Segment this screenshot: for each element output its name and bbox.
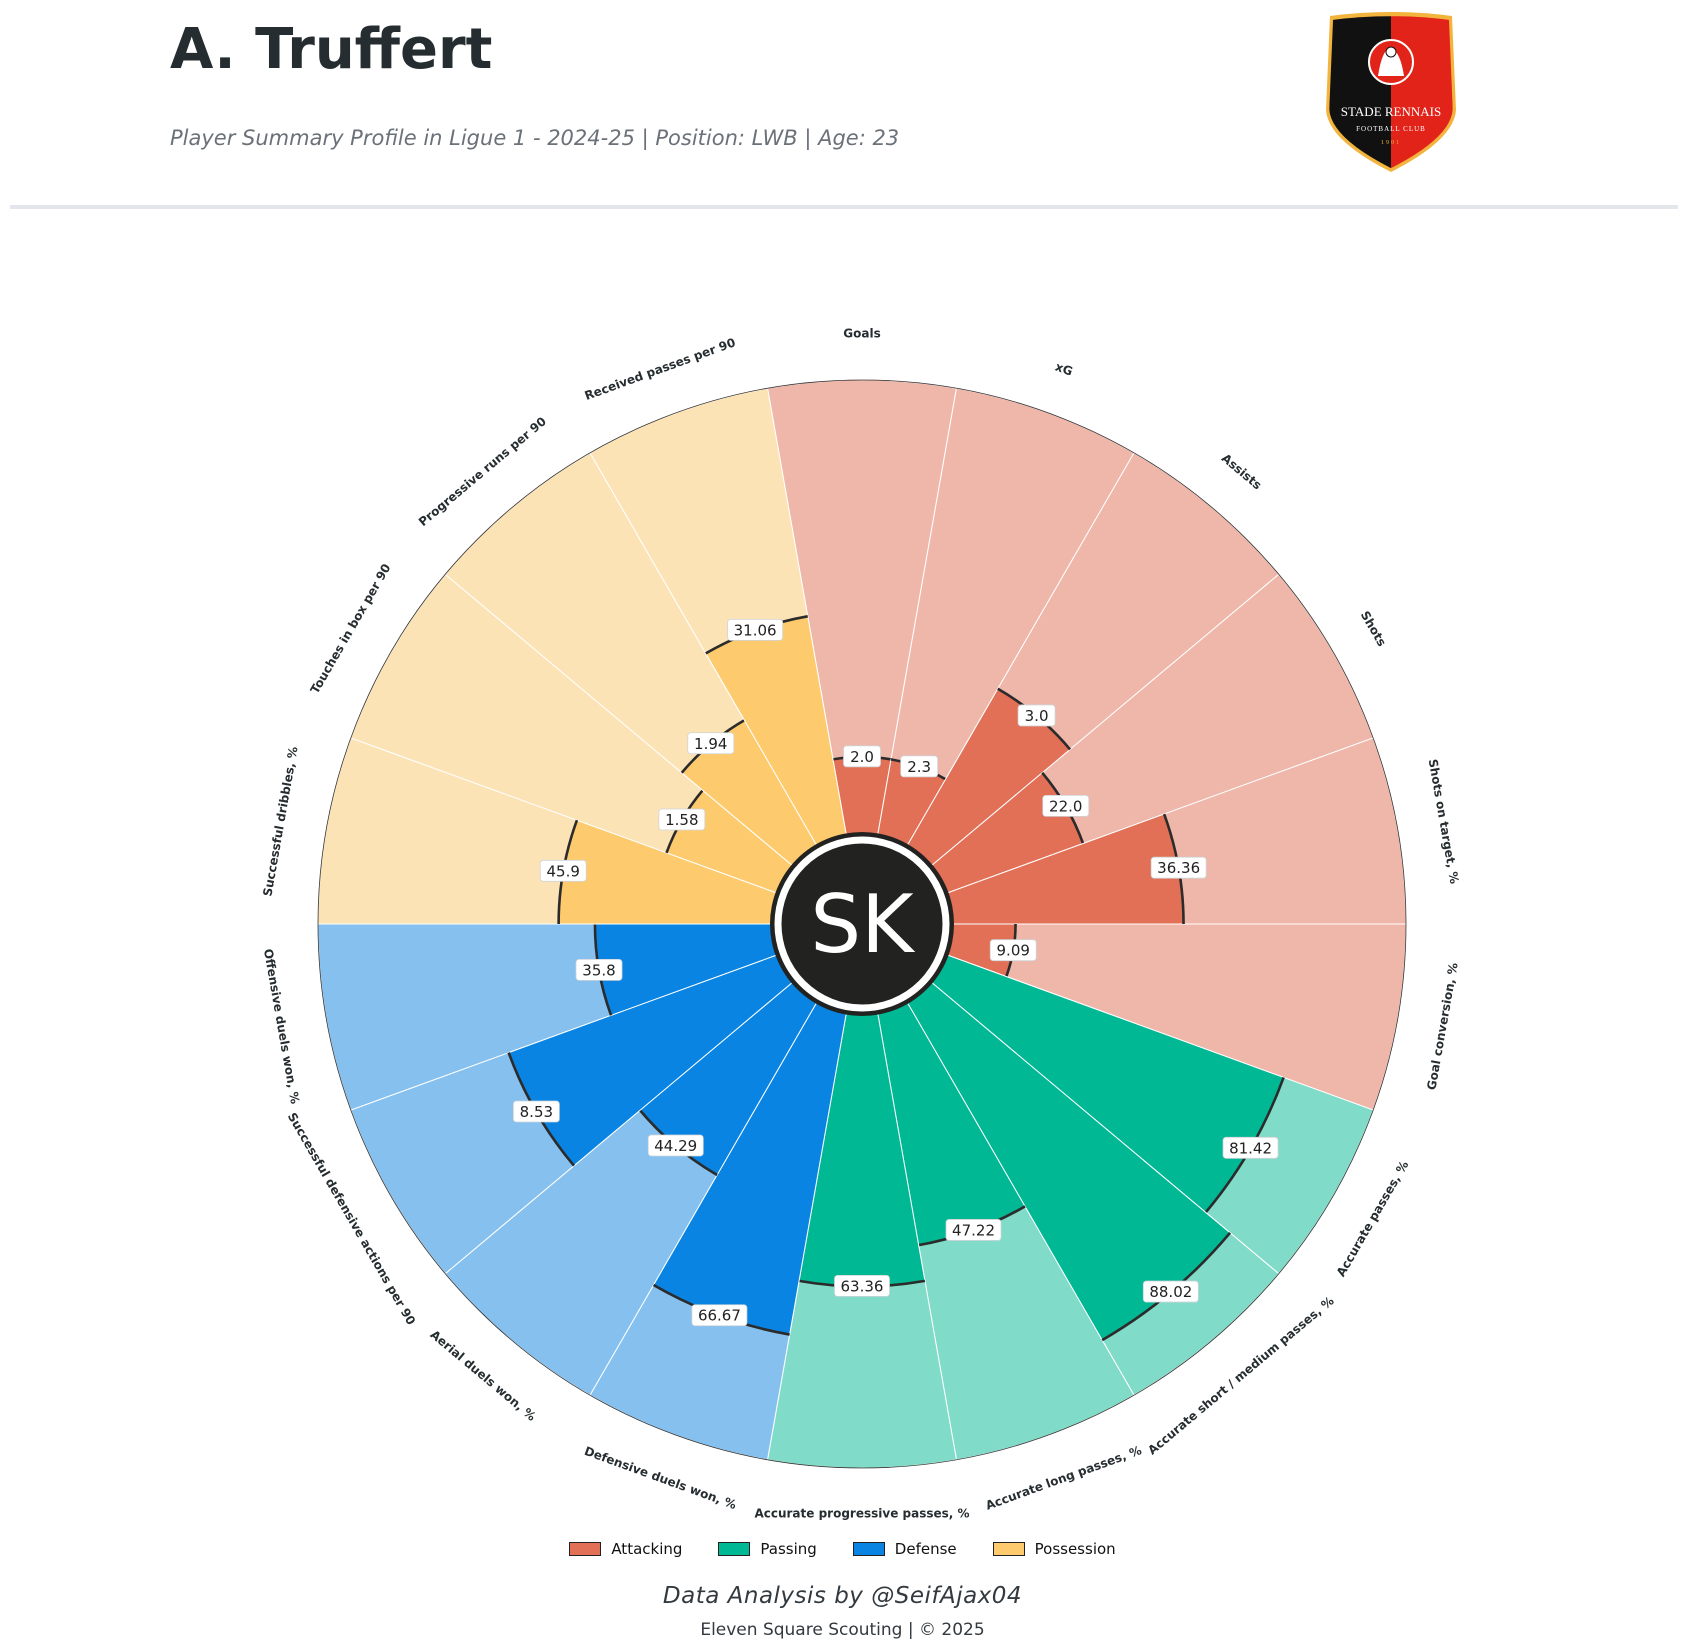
metric-label-accurate-passes: Accurate passes, %	[1334, 1158, 1412, 1279]
metric-label-offensive-duels-won: Offensive duels won, %	[261, 948, 302, 1105]
svg-text:66.67: 66.67	[698, 1307, 741, 1325]
value-label-defensive-duels-won: 66.67	[691, 1304, 748, 1327]
crest-year: 1901	[1381, 140, 1401, 146]
svg-text:22.0: 22.0	[1049, 797, 1082, 815]
metric-label-received-passes-per-90: Received passes per 90	[583, 335, 738, 403]
value-bars	[507, 615, 1285, 1342]
value-labels: 2.0 2.3 3.0 22.0 36.36 9.09 81.42 88.02 47.22 63.…	[512, 618, 1279, 1327]
metric-label-goals: Goals	[843, 327, 880, 341]
metric-label-xg: xG	[1053, 360, 1074, 379]
svg-text:9.09: 9.09	[997, 942, 1030, 960]
svg-text:31.06: 31.06	[734, 621, 777, 639]
value-label-accurate-passes: 81.42	[1222, 1136, 1279, 1159]
analysis-credit: Data Analysis by @SeifAjax04	[662, 1583, 1023, 1609]
legend-swatch-possession	[992, 1542, 1025, 1556]
svg-text:1.58: 1.58	[665, 811, 698, 829]
center-badge: SK	[770, 832, 954, 1016]
svg-text:44.29: 44.29	[654, 1137, 697, 1155]
svg-text:1.94: 1.94	[694, 735, 727, 753]
legend-item-passing: Passing	[718, 1540, 817, 1558]
svg-text:3.0: 3.0	[1025, 707, 1049, 725]
value-label-shots: 22.0	[1042, 794, 1090, 817]
metric-label-defensive-duels-won: Defensive duels won, %	[582, 1444, 738, 1512]
value-label-aerial-duels-won: 44.29	[647, 1134, 704, 1157]
svg-text:45.9: 45.9	[547, 862, 580, 880]
value-label-shots-on-target: 36.36	[1150, 856, 1207, 879]
value-label-touches-in-box-per-90: 1.58	[658, 808, 706, 831]
svg-text:2.3: 2.3	[907, 758, 931, 776]
metric-label-goal-conversion: Goal conversion, %	[1424, 962, 1460, 1092]
metric-label-shots-on-target: Shots on target, %	[1426, 758, 1462, 885]
legend-item-possession: Possession	[992, 1540, 1116, 1558]
legend-swatch-attacking	[569, 1542, 602, 1556]
value-label-goal-conversion: 9.09	[989, 939, 1037, 962]
value-label-accurate-progressive-passes: 63.36	[834, 1275, 890, 1297]
player-name-title: A. Truffert	[170, 17, 493, 82]
svg-text:63.36: 63.36	[841, 1277, 884, 1295]
copyright-text: Eleven Square Scouting | © 2025	[700, 1620, 985, 1640]
header-divider	[10, 205, 1678, 209]
legend-item-attacking: Attacking	[569, 1540, 682, 1558]
legend-swatch-defense	[852, 1542, 885, 1556]
value-label-successful-defensive-actions-per-90: 8.53	[512, 1100, 560, 1123]
svg-text:81.42: 81.42	[1229, 1139, 1272, 1157]
profile-subtitle: Player Summary Profile in Ligue 1 - 2024…	[170, 126, 900, 150]
value-label-goals: 2.0	[843, 745, 881, 768]
legend-swatch-passing	[718, 1542, 751, 1556]
outer-ring	[317, 379, 1407, 1469]
value-label-accurate-short-medium-passes: 88.02	[1142, 1280, 1199, 1303]
legend-label-attacking: Attacking	[611, 1540, 683, 1558]
metric-label-accurate-progressive-passes: Accurate progressive passes, %	[754, 1507, 969, 1521]
center-badge-text: SK	[810, 878, 916, 971]
svg-text:47.22: 47.22	[952, 1221, 995, 1239]
value-label-accurate-long-passes: 47.22	[945, 1219, 1002, 1241]
chart-legend: Attacking Passing Defense Possession	[0, 1540, 1685, 1558]
svg-text:36.36: 36.36	[1157, 859, 1200, 877]
svg-text:2.0: 2.0	[850, 748, 874, 766]
legend-label-defense: Defense	[894, 1540, 957, 1558]
svg-text:88.02: 88.02	[1149, 1283, 1192, 1301]
metric-label-shots: Shots	[1358, 609, 1389, 649]
legend-item-defense: Defense	[852, 1540, 957, 1558]
crest-sub: FOOTBALL CLUB	[1356, 125, 1426, 133]
value-label-assists: 3.0	[1017, 704, 1056, 727]
metric-label-accurate-long-passes: Accurate long passes, %	[984, 1443, 1144, 1513]
crest-name: STADE RENNAIS	[1341, 104, 1441, 119]
value-label-successful-dribbles: 45.9	[539, 859, 587, 882]
svg-text:35.8: 35.8	[582, 961, 615, 979]
value-label-xg: 2.3	[900, 755, 939, 778]
value-label-received-passes-per-90: 31.06	[727, 618, 784, 641]
legend-label-passing: Passing	[760, 1540, 817, 1558]
legend-label-possession: Possession	[1034, 1540, 1116, 1558]
metric-label-successful-dribbles: Successful dribbles, %	[260, 745, 300, 897]
svg-text:8.53: 8.53	[520, 1103, 553, 1121]
value-label-progressive-runs-per-90: 1.94	[687, 732, 735, 755]
club-crest-logo: STADE RENNAIS FOOTBALL CLUB 1901	[1326, 12, 1456, 172]
metric-label-assists: Assists	[1219, 451, 1265, 492]
value-label-offensive-duels-won: 35.8	[575, 958, 623, 981]
